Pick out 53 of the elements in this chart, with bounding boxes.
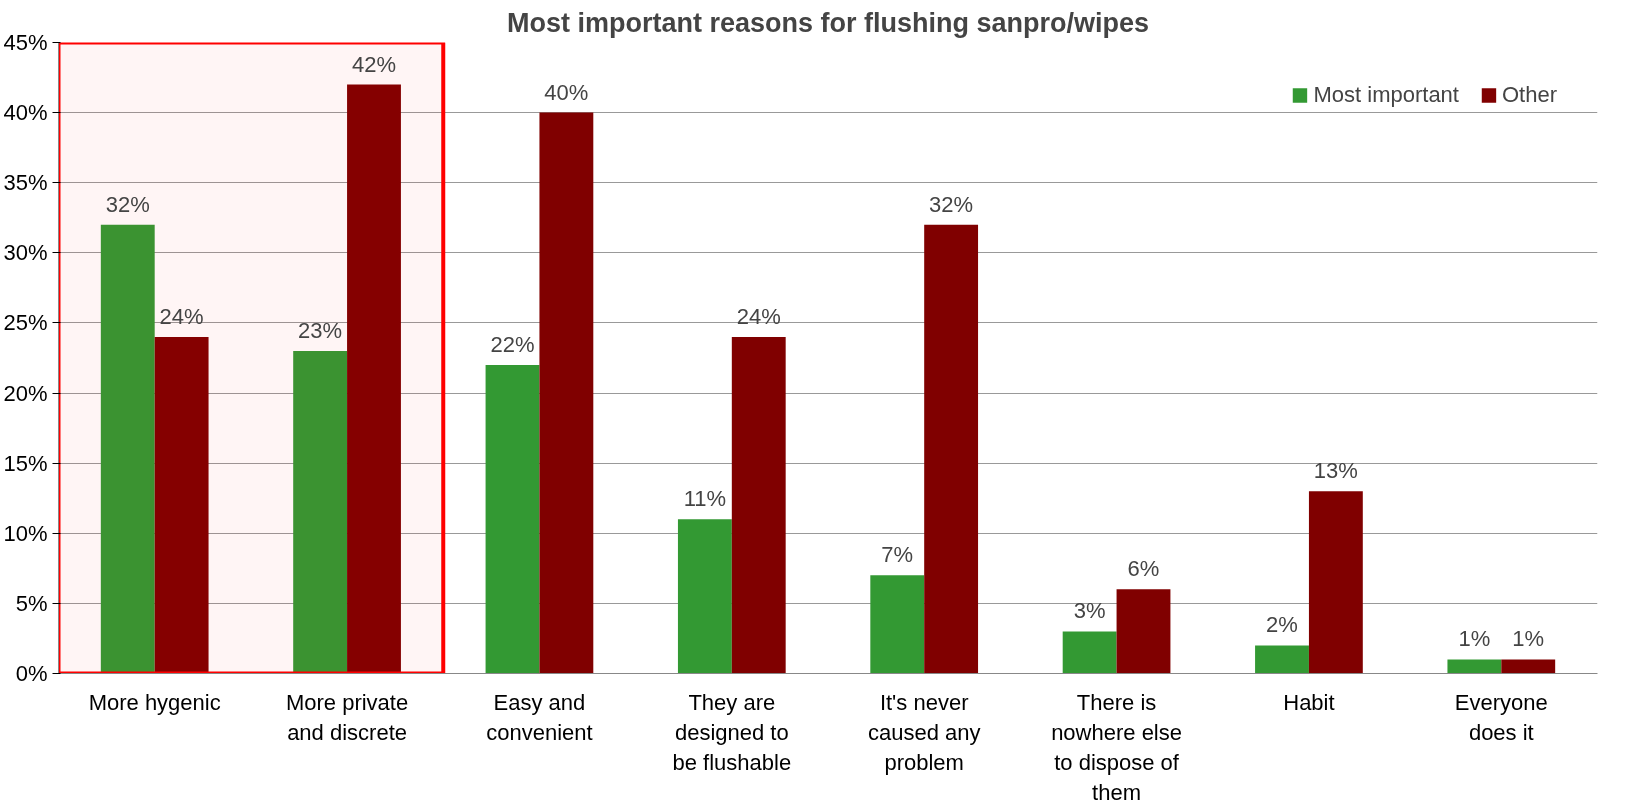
y-tick-label: 0% [15, 661, 48, 686]
bar [100, 224, 155, 674]
x-tick-label: Habit [1283, 689, 1335, 715]
data-label: 22% [490, 332, 535, 358]
data-label: 42% [351, 51, 397, 77]
y-tick-label: 5% [15, 590, 48, 616]
legend-label: Most important [1313, 82, 1459, 108]
x-tick-label: Easy and convenient [486, 689, 593, 745]
data-label: 32% [929, 191, 974, 217]
data-label: 3% [1073, 598, 1106, 624]
data-label: 11% [683, 486, 727, 512]
data-label: 6% [1127, 556, 1160, 582]
data-label: 7% [881, 542, 914, 568]
y-tick-label: 35% [3, 170, 48, 196]
y-tick-label: 45% [3, 30, 48, 55]
bar [731, 336, 786, 674]
y-tick-label: 25% [3, 310, 48, 336]
bar [1447, 659, 1502, 674]
y-tick-label: 15% [3, 450, 48, 476]
bar [1308, 491, 1363, 674]
data-label: 32% [105, 191, 150, 217]
bar [870, 575, 925, 674]
x-tick-label: They are designed to be flushable [672, 689, 792, 775]
x-tick-label: More private and discrete [285, 689, 409, 745]
data-label: 24% [736, 303, 781, 329]
bar [293, 350, 348, 674]
data-label: 13% [1313, 458, 1358, 484]
x-tick-label: More hygenic [88, 689, 221, 715]
chart-title: Most important reasons for flushing sanpro/wipes [506, 7, 1150, 38]
data-label: 1% [1458, 626, 1491, 652]
x-tick-label: It's never caused any problem [867, 689, 981, 775]
x-tick-label: There is nowhere else to dispose of them [1051, 689, 1183, 805]
bar [1255, 645, 1309, 674]
data-label: 2% [1266, 612, 1298, 638]
bar [347, 84, 401, 674]
data-label: 40% [544, 79, 589, 105]
y-tick-label: 10% [3, 520, 48, 546]
bar [924, 224, 979, 674]
legend-label: Other [1501, 82, 1557, 108]
bar [1501, 659, 1556, 674]
bar [1062, 631, 1117, 674]
y-tick-label: 40% [3, 100, 48, 126]
x-tick-label: Everyone does it [1454, 689, 1548, 745]
bar [677, 519, 732, 674]
data-label: 24% [159, 303, 204, 329]
bar [485, 365, 540, 674]
y-tick-label: 20% [3, 380, 48, 406]
data-label: 23% [298, 317, 343, 343]
bar [154, 336, 209, 674]
bar [539, 112, 594, 674]
data-label: 1% [1512, 626, 1545, 652]
bar [1116, 589, 1171, 674]
y-tick-label: 30% [3, 240, 48, 266]
